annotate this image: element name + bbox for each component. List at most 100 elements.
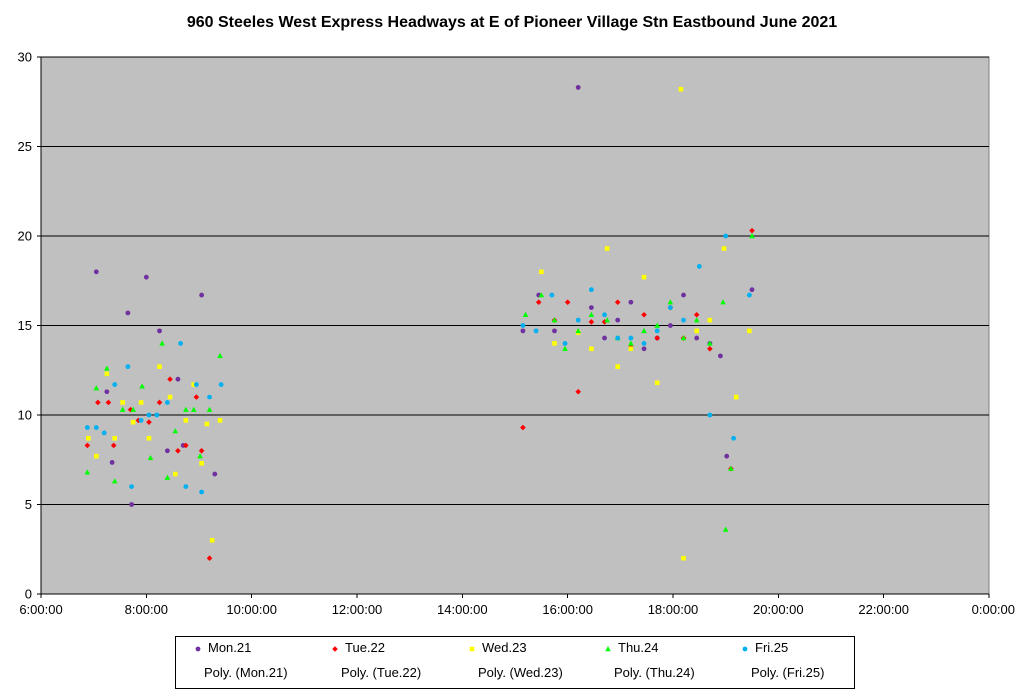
y-tick-label: 25 — [18, 139, 32, 154]
data-point — [183, 442, 189, 449]
legend-marker — [605, 645, 611, 651]
data-point — [641, 327, 647, 334]
data-point — [111, 478, 118, 484]
x-tick-label: 20:00:00 — [753, 602, 804, 617]
data-point — [93, 425, 99, 430]
data-point — [104, 365, 110, 371]
data-point — [681, 555, 686, 561]
data-point — [628, 346, 634, 352]
data-point — [138, 417, 144, 423]
data-point — [135, 417, 142, 424]
legend-label: Fri.25 — [755, 640, 789, 655]
data-point — [614, 299, 621, 306]
data-point — [615, 335, 621, 341]
data-point — [604, 317, 610, 323]
legend-marker-shape — [195, 646, 201, 651]
legend-series-row: Mon.21 Tue.22 Wed.23 Thu.24 Fri.25 — [176, 640, 854, 662]
y-tick-label: 10 — [18, 408, 32, 423]
data-point — [130, 406, 136, 412]
legend-item: Wed.23 — [468, 640, 527, 655]
x-tick-label: 14:00:00 — [437, 602, 488, 617]
data-point — [112, 382, 118, 387]
data-point — [628, 335, 634, 341]
data-point — [218, 382, 224, 387]
x-tick-label: 8:00:00 — [125, 602, 168, 617]
legend-marker — [742, 646, 748, 651]
data-point — [172, 428, 179, 434]
y-tick-label: 5 — [25, 497, 32, 512]
data-point — [105, 399, 112, 406]
legend-item: Fri.25 — [741, 640, 788, 655]
data-point — [707, 345, 713, 352]
data-point — [146, 435, 152, 441]
data-point — [198, 448, 205, 454]
data-point — [549, 292, 555, 298]
data-point — [533, 328, 539, 334]
data-point — [667, 299, 674, 305]
data-point — [628, 299, 634, 305]
x-tick-label: 22:00:00 — [858, 602, 909, 617]
data-point — [654, 380, 660, 386]
legend-item: Tue.22 — [331, 640, 385, 655]
data-point — [667, 323, 673, 328]
data-point — [157, 328, 162, 334]
data-point — [165, 400, 170, 405]
data-point — [641, 311, 647, 318]
grid-lines — [41, 56, 989, 505]
data-point — [157, 364, 162, 369]
data-point — [217, 352, 223, 359]
series-thu-24 — [84, 233, 755, 532]
data-point — [86, 435, 91, 441]
data-point — [720, 299, 726, 305]
series-mon-21 — [93, 85, 755, 507]
data-point — [183, 406, 189, 412]
series-fri-25 — [84, 233, 752, 495]
data-point — [193, 382, 199, 387]
data-point — [125, 364, 131, 370]
data-point — [681, 317, 686, 323]
data-point — [721, 246, 727, 251]
data-point — [615, 364, 620, 369]
data-point — [667, 305, 673, 310]
data-point — [589, 346, 594, 352]
data-point — [212, 471, 218, 477]
data-point — [641, 341, 647, 346]
data-point — [552, 328, 557, 334]
data-point — [749, 233, 755, 239]
legend-item: Mon.21 — [194, 640, 251, 655]
data-point — [199, 461, 204, 466]
data-point — [535, 299, 542, 306]
data-point — [173, 471, 178, 477]
data-point — [604, 246, 610, 251]
data-point — [733, 394, 739, 400]
data-point — [588, 305, 594, 310]
data-point — [167, 394, 173, 400]
y-tick-label: 0 — [25, 587, 32, 602]
legend-trendline-label: Poly. (Thu.24) — [614, 665, 695, 680]
data-point — [191, 382, 197, 387]
data-point — [165, 448, 170, 454]
data-point — [731, 435, 736, 441]
series-wed-23 — [86, 86, 752, 561]
data-point — [641, 274, 647, 280]
data-point — [119, 406, 126, 412]
data-point — [654, 328, 660, 334]
data-point — [94, 453, 99, 459]
legend-marker-shape — [742, 646, 748, 651]
data-point — [694, 335, 700, 341]
data-point — [575, 327, 581, 334]
legend-marker — [195, 646, 201, 651]
data-point — [129, 502, 134, 507]
x-tick-label: 10:00:00 — [226, 602, 277, 617]
data-point — [178, 341, 183, 346]
data-point — [520, 323, 526, 328]
data-point — [601, 319, 608, 325]
data-point — [522, 311, 529, 317]
data-point — [183, 484, 189, 489]
data-point — [602, 312, 607, 318]
x-tick-label: 16:00:00 — [542, 602, 593, 617]
data-point — [159, 340, 165, 346]
data-point — [193, 394, 200, 400]
